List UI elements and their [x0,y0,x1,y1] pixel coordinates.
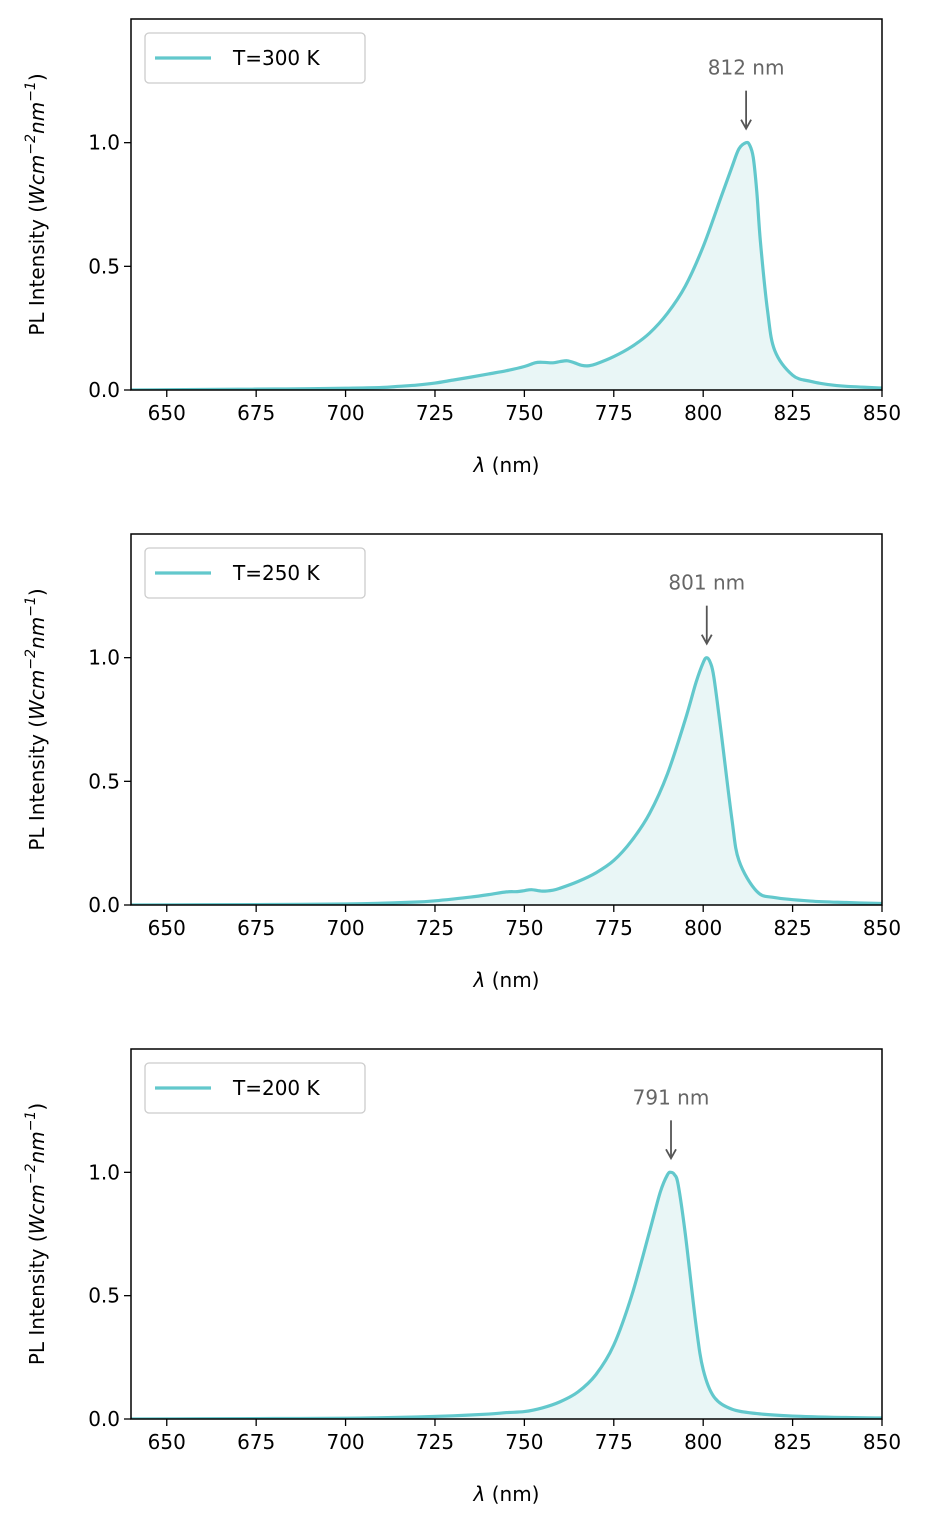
x-tick-label: 825 [774,916,812,940]
y-axis-unit-exponent: −1 [23,81,39,102]
x-tick-label: 650 [148,1430,186,1454]
series-line [131,656,882,905]
x-tick-label: 800 [684,401,722,425]
y-axis-unit: Wcm [25,1184,49,1234]
annotation-label: 791 nm [633,1085,710,1109]
y-tick-label: 1.0 [88,1160,120,1184]
x-tick-label: 850 [863,916,901,940]
series-line [131,140,882,390]
y-tick-label: 0.0 [88,1407,120,1431]
peak-annotation: 791 nm [633,1085,710,1161]
y-axis-unit-exponent: −1 [23,596,39,617]
x-tick-label: 675 [237,1430,275,1454]
area-fill [131,1172,882,1419]
y-axis-label-text: PL Intensity ( [25,205,49,336]
x-tick-label: 825 [774,1430,812,1454]
x-tick-label: 725 [416,916,454,940]
legend: T=250 K [144,547,366,599]
x-tick-label: 750 [505,916,543,940]
y-tick-label: 0.0 [88,378,120,402]
x-tick-label: 725 [416,401,454,425]
chart-panel-1: 650 675 700 725 750 775 800 825 850 0.0 0.5 1.0 λ (n… [23,18,901,477]
y-axis-label: PL Intensity (Wcm−2nm−1) [23,1103,49,1365]
x-tick-label: 675 [237,401,275,425]
chart-panel-3: 650 675 700 725 750 775 800 825 850 0.0 0.5 1.0 λ (n… [23,1048,901,1506]
x-tick-label: 850 [863,1430,901,1454]
x-axis-label: λ (nm) [473,453,540,477]
x-tick-label: 700 [326,916,364,940]
annotation-arrow-head [740,119,752,131]
y-axis-unit: nm [25,102,49,134]
legend-box [144,1062,366,1114]
y-axis-label-close: ) [25,588,49,596]
y-axis-unit-exponent: −2 [23,649,39,670]
legend-label: T=200 K [232,1076,321,1100]
legend: T=300 K [144,32,366,84]
chart-panel-2: 650 675 700 725 750 775 800 825 850 0.0 0.5 1.0 λ (n… [23,533,901,992]
y-tick-label: 0.5 [88,254,120,278]
x-tick-label: 650 [148,916,186,940]
x-tick-label: 750 [505,1430,543,1454]
y-axis-label-close: ) [25,1103,49,1111]
axes-frame [130,533,883,906]
legend-label: T=300 K [232,46,321,70]
annotation-label: 812 nm [708,56,785,80]
peak-annotation: 801 nm [668,571,745,646]
x-tick-label: 775 [595,401,633,425]
x-tick-label: 775 [595,1430,633,1454]
annotation-arrow-head [700,634,713,646]
x-tick-label: 650 [148,401,186,425]
x-axis-symbol: λ [473,968,486,992]
x-tick-label: 800 [684,1430,722,1454]
annotation-arrow-head [665,1148,677,1161]
y-axis-label: PL Intensity (Wcm−2nm−1) [23,588,49,850]
y-tick-label: 0.5 [88,769,120,793]
area-fill [131,142,882,390]
x-tick-label: 700 [326,401,364,425]
x-tick-label: 800 [684,916,722,940]
y-tick-label: 0.0 [88,893,120,917]
y-axis-unit: nm [25,617,49,649]
x-axis-unit: (nm) [485,968,539,992]
x-axis-label: λ (nm) [473,968,540,992]
y-axis-unit-exponent: −2 [23,1163,39,1184]
y-tick-label: 0.5 [88,1284,120,1308]
y-tick-label: 1.0 [88,131,120,155]
y-axis-label-text: PL Intensity ( [25,1234,49,1365]
legend: T=200 K [144,1062,366,1114]
x-axis-symbol: λ [473,453,486,477]
x-axis-symbol: λ [473,1482,486,1506]
axes-frame [130,18,883,391]
series-line [131,1170,882,1419]
x-tick-label: 750 [505,401,543,425]
y-axis-unit: Wcm [25,670,49,720]
y-tick-label: 1.0 [88,646,120,670]
legend-label: T=250 K [232,561,321,585]
x-axis-unit: (nm) [485,453,539,477]
y-axis-label-close: ) [25,73,49,81]
x-tick-label: 850 [863,401,901,425]
x-tick-label: 775 [595,916,633,940]
axes-frame [130,1048,883,1420]
x-tick-label: 700 [326,1430,364,1454]
y-axis-label-text: PL Intensity ( [25,720,49,851]
x-tick-label: 675 [237,916,275,940]
annotation-label: 801 nm [668,571,745,595]
x-axis-label: λ (nm) [473,1482,540,1506]
legend-box [144,547,366,599]
x-axis-unit: (nm) [485,1482,539,1506]
legend-box [144,32,366,84]
y-axis-label: PL Intensity (Wcm−2nm−1) [23,73,49,335]
y-axis-unit-exponent: −2 [23,134,39,155]
y-axis-unit: Wcm [25,155,49,205]
y-axis-unit: nm [25,1131,49,1163]
x-tick-label: 725 [416,1430,454,1454]
area-fill [131,657,882,905]
y-axis-unit-exponent: −1 [23,1111,39,1132]
peak-annotation: 812 nm [708,56,785,131]
x-tick-label: 825 [774,401,812,425]
